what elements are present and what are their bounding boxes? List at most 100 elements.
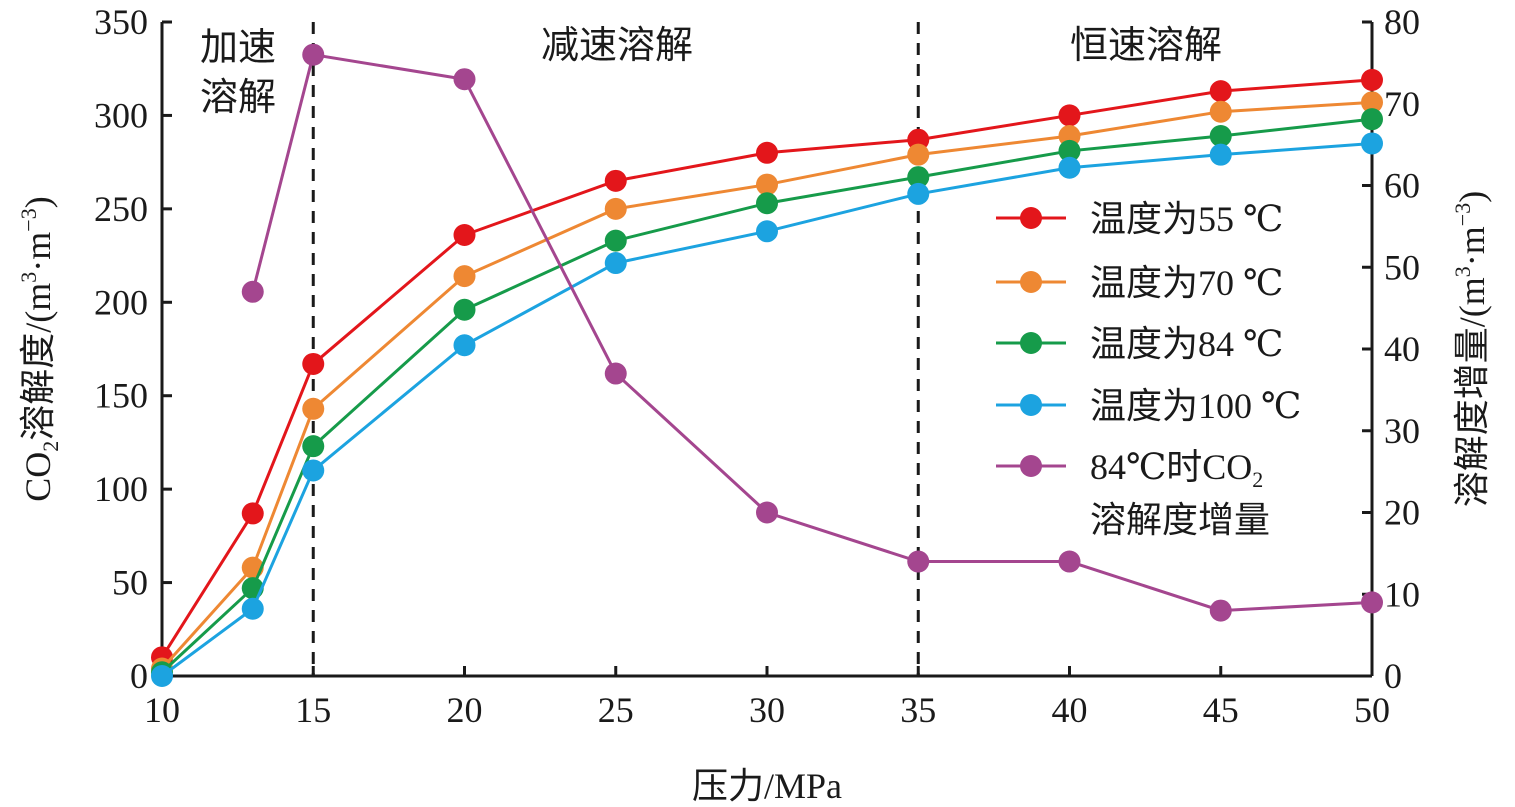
- data-point: [604, 169, 627, 192]
- y-right-tick-label: 0: [1384, 656, 1402, 696]
- data-point: [302, 397, 325, 420]
- legend-swatch-marker: [1020, 332, 1042, 354]
- data-point: [453, 265, 476, 288]
- data-point: [756, 192, 778, 215]
- legend-label: 温度为70 ℃: [1090, 263, 1283, 303]
- series-0: [151, 68, 1383, 669]
- y-left-tick-label: 350: [94, 2, 148, 42]
- legend-label: 温度为100 ℃: [1090, 386, 1301, 426]
- data-point: [151, 665, 173, 687]
- y-left-tick-label: 0: [130, 656, 148, 696]
- region-label-decelerate: 减速溶解: [541, 25, 693, 67]
- y-right-tick-label: 10: [1384, 574, 1420, 614]
- x-tick-label: 35: [900, 690, 936, 730]
- data-point: [1209, 143, 1232, 166]
- y-left-tick-label: 300: [94, 95, 148, 135]
- data-point: [453, 298, 476, 321]
- data-point: [1058, 104, 1081, 127]
- data-point: [1058, 139, 1081, 162]
- legend-swatch-marker: [1020, 207, 1042, 229]
- data-point: [604, 197, 627, 220]
- data-point: [453, 334, 476, 357]
- data-point: [1209, 80, 1232, 103]
- axes: 10 15 20 25 30 35 40 45 500501001502002503003500…: [16, 2, 1492, 806]
- data-point: [907, 550, 930, 573]
- region-label-accelerate-2: 溶解: [200, 77, 276, 119]
- x-tick-label: 40: [1052, 690, 1088, 730]
- legend-label: 温度为84 ℃: [1090, 324, 1283, 364]
- data-point: [302, 459, 325, 482]
- data-point: [907, 166, 930, 189]
- series-line: [161, 141, 1373, 678]
- data-point: [907, 182, 930, 205]
- y-left-tick-label: 100: [94, 469, 148, 509]
- data-point: [756, 173, 778, 196]
- data-point: [604, 252, 627, 275]
- series-4: [241, 43, 1383, 622]
- y-right-tick-label: 70: [1384, 84, 1420, 124]
- data-point: [302, 352, 325, 375]
- data-point: [907, 143, 930, 166]
- y-left-tick-label: 200: [94, 282, 148, 322]
- data-point: [302, 435, 325, 458]
- data-point: [1361, 108, 1383, 131]
- y-left-tick-label: 50: [112, 563, 148, 603]
- data-point: [1361, 591, 1383, 614]
- x-tick-label: 20: [447, 690, 483, 730]
- x-axis-title: 压力/MPa: [692, 766, 842, 806]
- data-point: [1209, 124, 1232, 147]
- legend-entry-3: 温度为100 ℃: [996, 386, 1301, 426]
- legend-label-line2: 溶解度增量: [1090, 500, 1270, 540]
- legend-swatch-marker: [1020, 394, 1042, 416]
- y-right-axis-title: 溶解度增量/(m3·m−3): [1450, 191, 1492, 507]
- x-tick-label: 45: [1203, 690, 1239, 730]
- data-point: [241, 502, 264, 525]
- legend-swatch-marker: [1020, 271, 1042, 293]
- data-point: [756, 220, 778, 243]
- data-point: [756, 141, 778, 164]
- x-tick-label: 30: [749, 690, 785, 730]
- data-point: [756, 501, 778, 524]
- series-line: [160, 78, 1373, 659]
- data-point: [453, 68, 476, 91]
- y-right-tick-label: 20: [1384, 493, 1420, 533]
- legend-entry-4: 84℃时CO2 溶解度增量: [996, 447, 1270, 540]
- x-tick-label: 10: [144, 690, 180, 730]
- data-point: [302, 43, 325, 66]
- region-dividers: [311, 22, 920, 676]
- data-point: [1209, 100, 1232, 123]
- data-point: [241, 280, 264, 303]
- y-left-axis-title: CO2溶解度/(m3·m−3): [16, 196, 63, 501]
- data-point: [453, 224, 476, 247]
- legend-swatch-marker: [1020, 455, 1042, 477]
- data-point: [604, 362, 627, 385]
- legend-entry-0: 温度为55 ℃: [996, 199, 1283, 239]
- region-label-constant: 恒速溶解: [1070, 25, 1222, 67]
- data-point: [1058, 156, 1081, 179]
- y-right-tick-label: 80: [1384, 2, 1420, 42]
- legend-label: 84℃时CO2: [1090, 447, 1263, 492]
- series-line: [160, 100, 1373, 670]
- y-right-tick-label: 40: [1384, 329, 1420, 369]
- data-point: [1361, 68, 1383, 91]
- y-right-tick-label: 50: [1384, 247, 1420, 287]
- x-tick-label: 25: [598, 690, 634, 730]
- data-point: [1361, 132, 1383, 155]
- series-3: [151, 132, 1383, 687]
- x-tick-label: 50: [1354, 690, 1390, 730]
- data-point: [1209, 599, 1232, 622]
- y-right-tick-label: 60: [1384, 166, 1420, 206]
- x-tick-label: 15: [295, 690, 331, 730]
- y-right-tick-label: 30: [1384, 411, 1420, 451]
- legend: 温度为55 ℃ 温度为70 ℃ 温度为84 ℃ 温度为100 ℃ 84℃时CO2 溶解度增…: [996, 199, 1301, 540]
- y-left-tick-label: 150: [94, 376, 148, 416]
- y-left-tick-label: 250: [94, 189, 148, 229]
- legend-label: 温度为55 ℃: [1090, 199, 1283, 239]
- legend-entry-2: 温度为84 ℃: [996, 324, 1283, 364]
- series-layer: [151, 43, 1383, 687]
- data-point: [241, 597, 264, 620]
- region-label-accelerate: 加速: [200, 27, 276, 69]
- data-point: [604, 229, 627, 252]
